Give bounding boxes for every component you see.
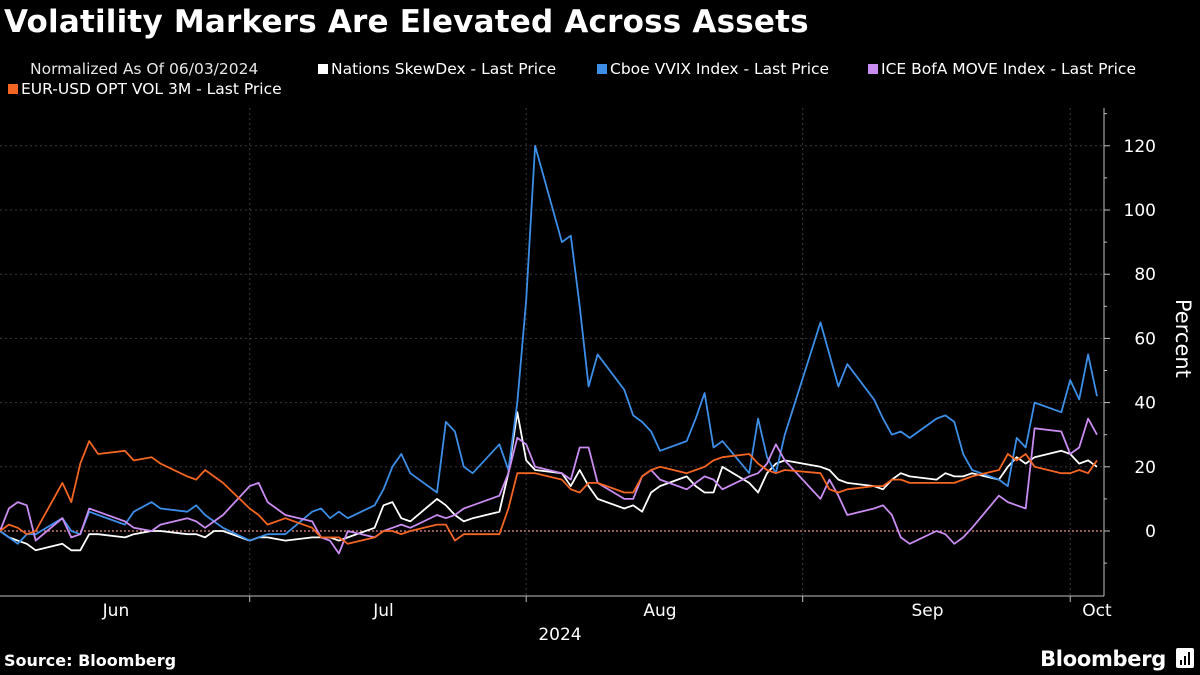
x-tick-label: Aug [643,601,676,621]
legend-normalization-note: Normalized As Of 06/03/2024 [30,60,259,78]
series-line-eurusd [0,440,1098,545]
legend-label-eurusd: EUR-USD OPT VOL 3M - Last Price [21,80,282,98]
bloomberg-terminal-icon [1176,648,1194,668]
y-tick-label: 60 [1134,329,1156,349]
legend-item-eurusd: EUR-USD OPT VOL 3M - Last Price [8,80,282,98]
x-tick-label: Oct [1082,601,1112,621]
series-layer [0,144,1098,555]
legend-item-vvix: Cboe VVIX Index - Last Price [597,60,829,78]
legend-swatch-move [868,64,878,74]
x-tick-label: Sep [912,601,944,621]
chart-title: Volatility Markers Are Elevated Across A… [4,4,809,40]
brand-logo: Bloomberg [1040,647,1166,671]
legend-label-move: ICE BofA MOVE Index - Last Price [881,60,1136,78]
y-tick-label: 0 [1145,522,1156,542]
y-axis-title: Percent [1171,299,1195,378]
y-tick-label: 100 [1124,201,1156,221]
legend-label-skewdex: Nations SkewDex - Last Price [331,60,557,78]
legend-item-move: ICE BofA MOVE Index - Last Price [868,60,1136,78]
series-line-vvix [0,144,1098,545]
y-tick-label: 80 [1134,265,1156,285]
legend-swatch-vvix [597,64,607,74]
y-tick-label: 120 [1124,137,1156,157]
series-line-skewdex [0,411,1098,552]
x-tick-label: Jul [372,601,394,621]
x-tick-label: Jun [102,601,130,621]
grid-layer [0,108,1104,596]
x-year-label: 2024 [538,625,581,645]
source-note: Source: Bloomberg [4,651,177,670]
series-line-move [0,417,1098,555]
chart-legend: Normalized As Of 06/03/2024 Nations Skew… [0,60,1200,104]
y-tick-label: 20 [1134,458,1156,478]
legend-swatch-eurusd [8,84,18,94]
legend-label-vvix: Cboe VVIX Index - Last Price [610,60,830,78]
y-tick-label: 40 [1134,394,1156,414]
axis-layer: 0 20 40 60 80 100 120 Percent Jun Jul Aug Sep Oct 202… [0,108,1195,645]
legend-swatch-skewdex [318,64,328,74]
legend-item-skewdex: Nations SkewDex - Last Price [318,60,556,78]
